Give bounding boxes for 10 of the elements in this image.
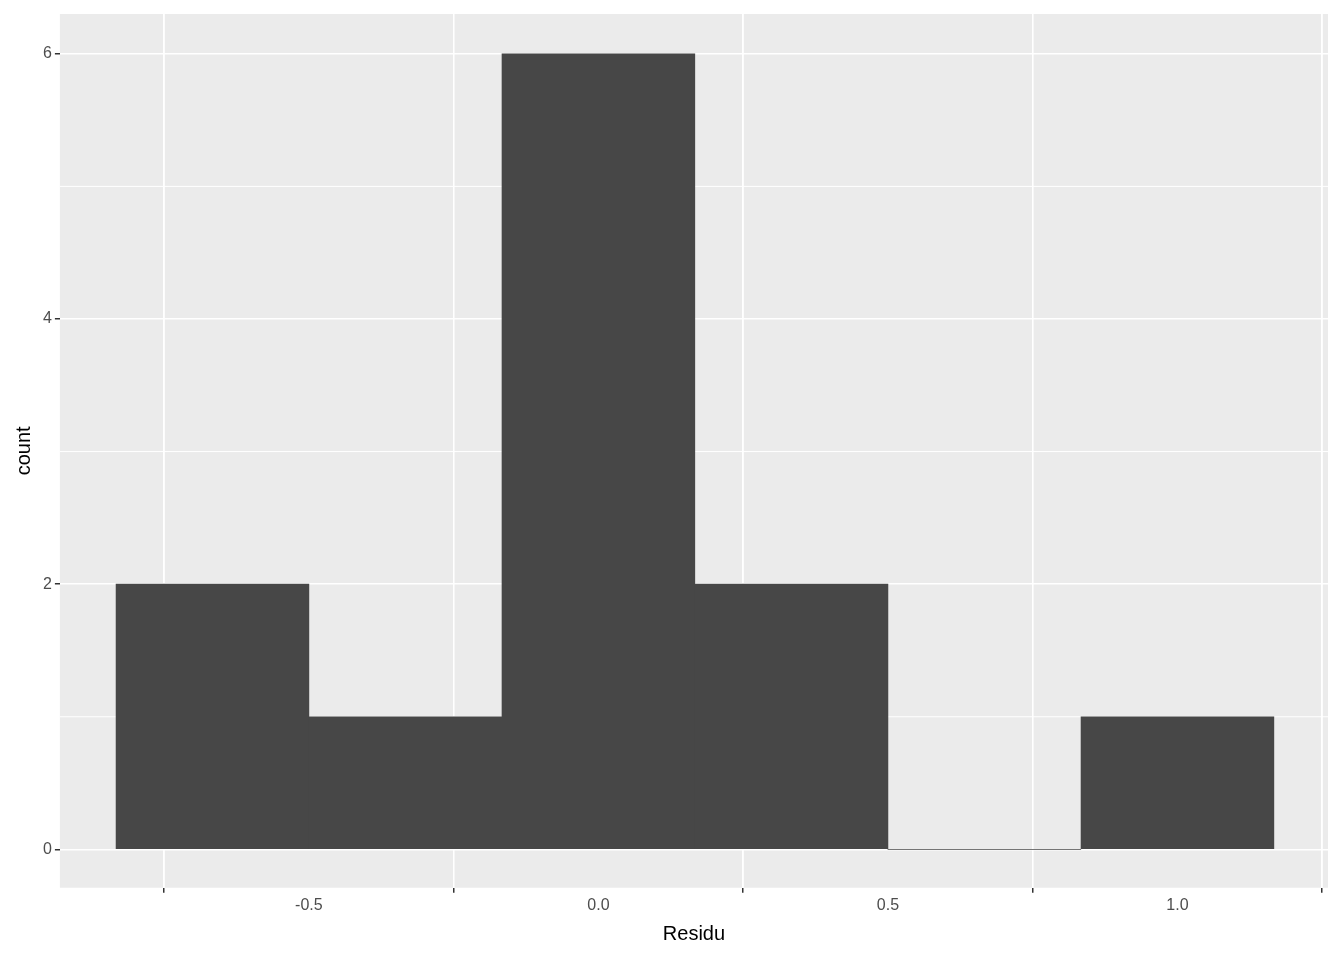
x-axis-title: Residu	[662, 921, 726, 944]
y-tick-label: 4	[42, 309, 52, 327]
x-tick-label: 0.0	[587, 895, 610, 913]
y-tick-label: 2	[42, 574, 52, 592]
x-tick-label: 0.5	[876, 895, 900, 913]
x-tick-label: -0.5	[295, 895, 323, 913]
x-tick-label: 1.0	[1166, 895, 1189, 913]
y-tick-label: 0	[42, 839, 52, 857]
y-tick-label: 6	[42, 44, 52, 62]
y-axis-title: count	[11, 426, 34, 476]
